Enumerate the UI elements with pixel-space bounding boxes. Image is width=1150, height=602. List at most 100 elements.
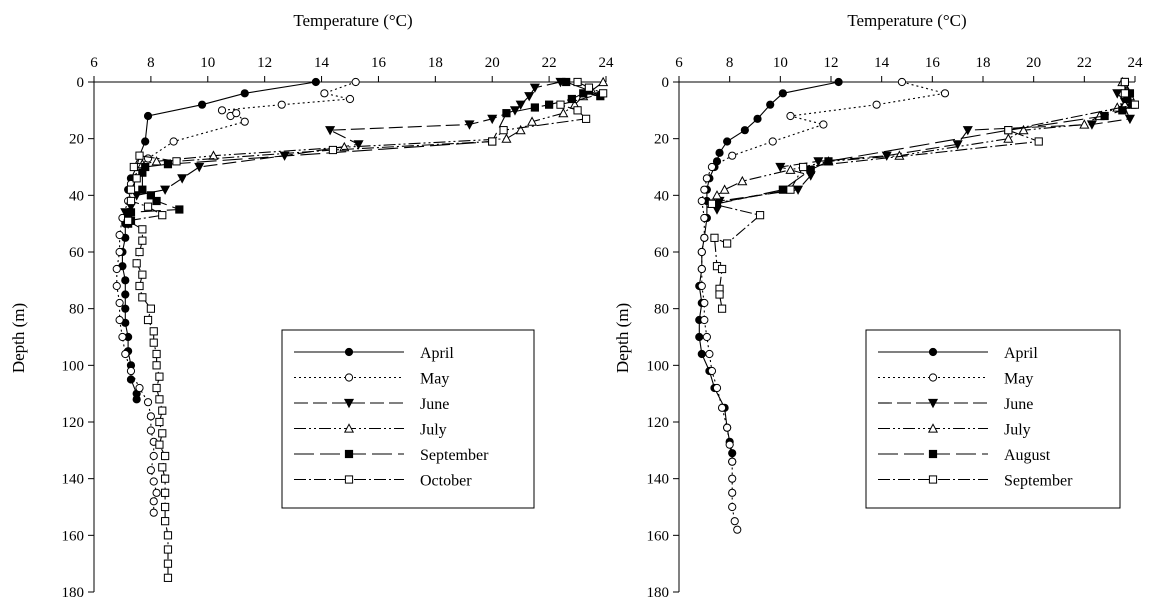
data-point [700,315,709,325]
legend-item: April [294,345,454,362]
x-axis-title: Temperature (°C) [293,11,412,30]
data-point [121,276,130,285]
data-point [598,76,609,87]
data-point [562,77,571,87]
legend-label: May [1004,371,1033,388]
y-tick-label: 60 [654,245,669,261]
legend-item: October [294,473,472,490]
data-point [527,116,538,126]
legend-marker [344,449,354,459]
data-point [728,502,737,512]
x-tick-label: 24 [1128,55,1144,71]
data-point [962,126,973,136]
data-point [143,202,153,211]
data-point [1034,137,1043,146]
x-tick-label: 20 [485,55,500,71]
data-point [232,109,241,118]
series-line [716,81,1134,205]
data-point [1079,119,1090,129]
data-point [115,230,124,240]
legend-item: April [878,345,1038,362]
data-point [1118,106,1127,115]
legend-item: June [294,396,449,413]
x-tick-label: 18 [428,55,443,71]
data-point [135,383,144,393]
data-point [524,92,535,102]
data-point [1124,114,1135,125]
data-point [487,114,498,125]
data-point [488,137,497,146]
data-point [129,162,138,172]
data-point [161,451,170,461]
data-point [353,140,364,150]
data-point [163,545,173,554]
legend: April May June July September October [281,329,535,509]
x-tick-label: 22 [542,55,557,71]
data-point [785,164,796,174]
legend-marker [928,475,938,484]
x-axis-title: Temperature (°C) [847,11,966,30]
data-point [328,145,338,155]
data-point [126,185,136,194]
y-tick-label: 40 [69,188,84,204]
data-point [723,239,732,248]
data-point [556,100,565,109]
x-tick-label: 12 [257,55,272,71]
data-point [132,395,141,404]
x-tick-label: 14 [874,55,890,71]
x-tick-label: 18 [976,55,991,71]
data-point [700,213,709,223]
data-point [138,225,147,234]
data-point [151,156,162,166]
data-point [152,383,161,393]
data-point [175,205,184,214]
legend-label: April [420,345,454,362]
data-point [740,126,749,135]
data-point [464,120,475,130]
data-point [697,281,706,291]
legend-marker [344,347,354,357]
x-tick-label: 10 [773,55,788,71]
series [695,77,843,466]
data-point [161,474,170,483]
data-point [719,184,730,194]
y-tick-label: 120 [647,415,670,431]
data-point [717,264,727,274]
legend-label: October [420,473,472,490]
y-tick-label: 140 [62,472,85,488]
data-point [881,151,892,161]
legend-box [281,329,535,509]
x-tick-label: 10 [200,55,215,71]
data-point [700,298,709,308]
legend-label: July [420,422,447,439]
legend-label: August [1004,447,1051,464]
data-point [728,488,737,497]
y-axis-title: Depth (m) [613,303,632,373]
data-point [163,531,173,540]
x-tick-label: 6 [90,55,98,71]
data-point [712,383,722,393]
y-tick-label: 60 [69,245,84,261]
data-point [584,83,594,92]
legend-label: May [420,371,449,388]
data-point [529,83,540,93]
data-point [733,525,742,534]
y-tick-label: 140 [647,472,670,488]
y-tick-label: 100 [62,358,85,374]
data-point [715,290,724,299]
data-point [169,137,178,146]
data-point [717,403,727,412]
data-point [1086,120,1097,130]
legend-marker [928,347,938,357]
data-point [115,315,124,325]
data-point [138,185,147,194]
y-tick-label: 180 [647,585,670,601]
data-point [786,111,795,121]
data-point [778,89,787,98]
data-point [160,185,171,195]
series [712,77,1137,208]
data-point [806,165,815,174]
x-tick-label: 24 [599,55,615,71]
data-point [146,466,155,475]
axes: 6 8 10 12 14 16 18 20 22 24 0 20 40 60 80 100 120 140 160 1… [62,55,615,601]
